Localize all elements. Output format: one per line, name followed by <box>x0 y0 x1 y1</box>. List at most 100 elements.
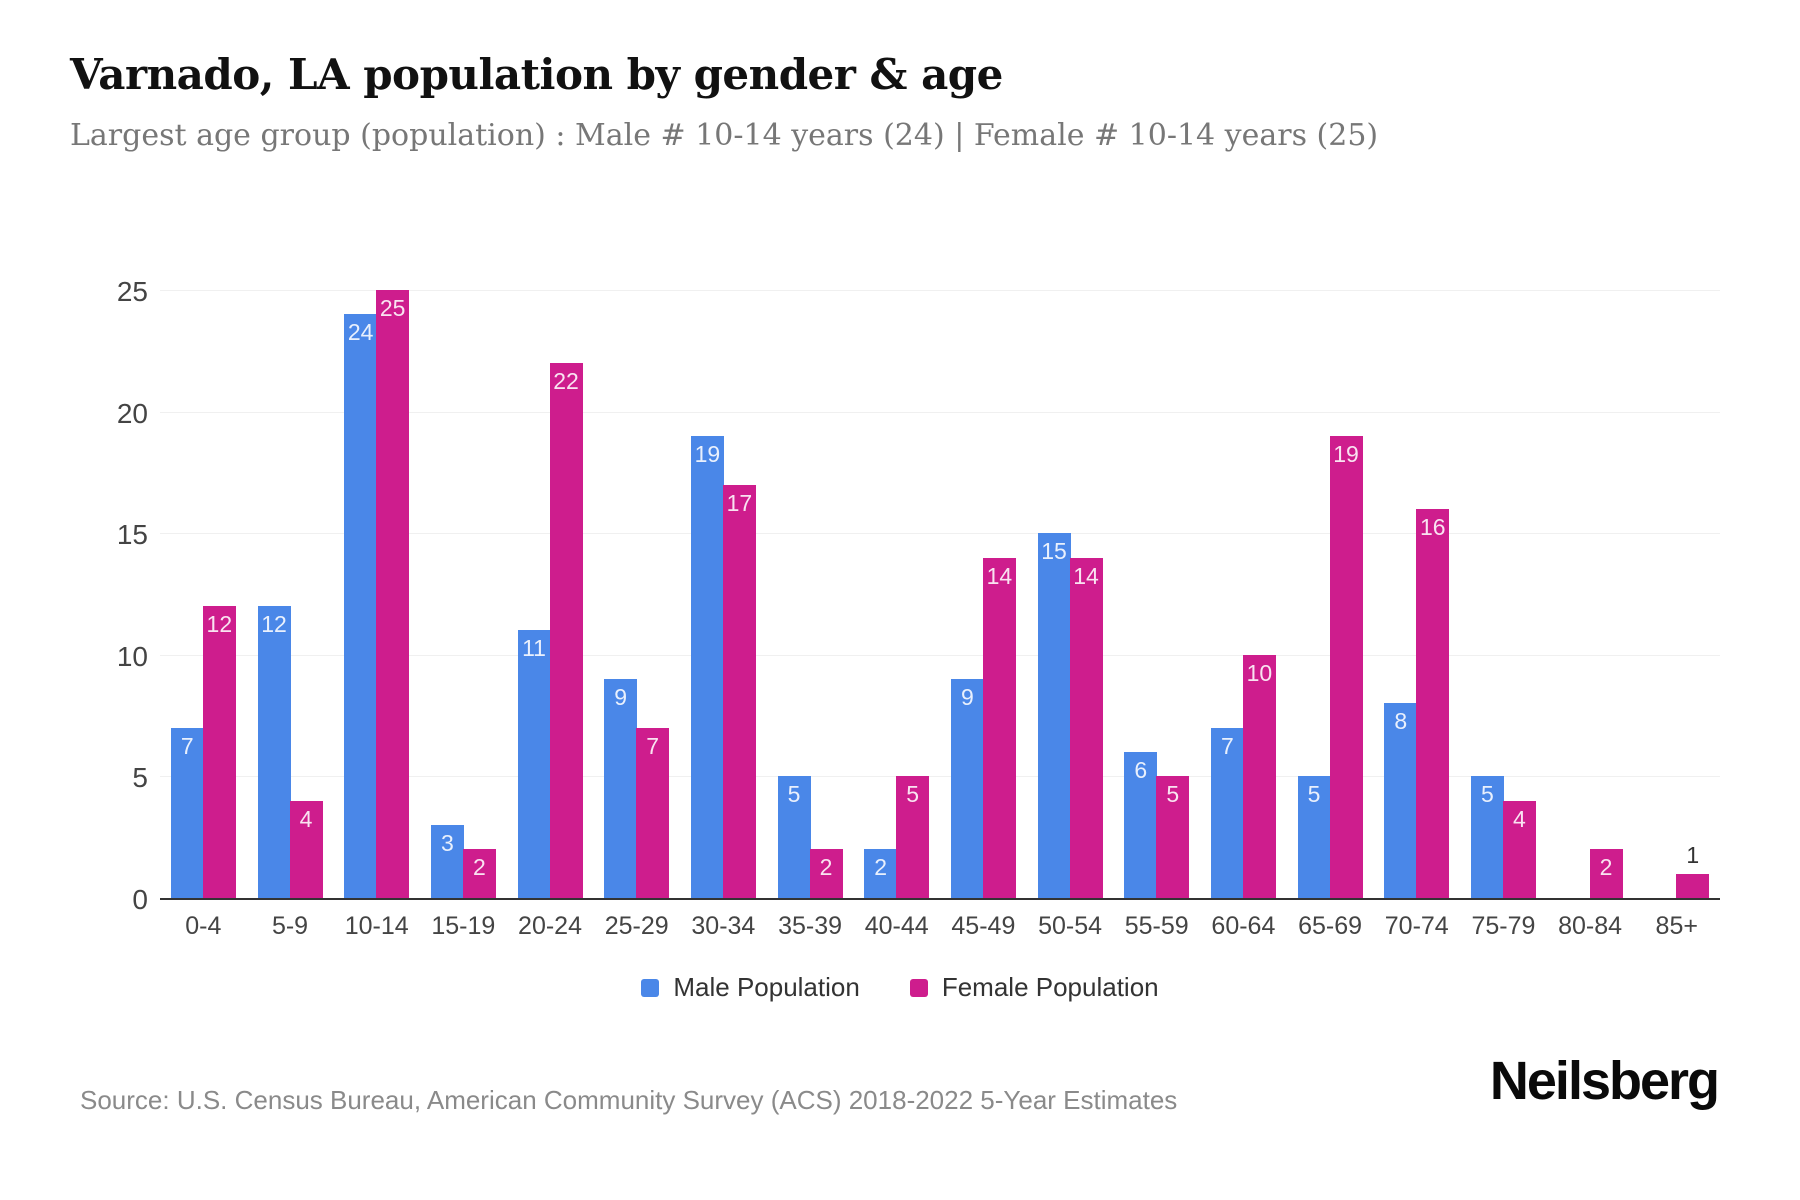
male-bar-65-69: 5 <box>1297 776 1331 898</box>
bar-value-label: 4 <box>299 805 313 832</box>
bar-group-30-34: 19 17 <box>680 292 767 898</box>
female-bar-10-14: 25 <box>376 290 410 898</box>
x-axis-tick-label: 5-9 <box>271 912 309 940</box>
male-bar-5-9: 12 <box>257 606 291 898</box>
brand-logo: Neilsberg <box>1489 1051 1720 1111</box>
x-axis-tick-label: 40-44 <box>864 912 929 940</box>
gridline <box>160 776 1720 778</box>
bar-value-label: 12 <box>206 611 233 638</box>
bar-value-label: 2 <box>1599 854 1613 881</box>
bar-value-label: 19 <box>694 440 721 467</box>
bar-value-label: 9 <box>614 684 628 711</box>
male-bar-40-44: 2 <box>864 849 898 898</box>
male-bar-0-4: 7 <box>170 727 204 898</box>
bar-group-70-74: 8 16 <box>1373 292 1460 898</box>
bar-value-label: 7 <box>1220 732 1234 759</box>
x-axis-labels: 0-4 5-9 10-14 15-19 20-24 25-29 30-34 35-39 40-4… <box>160 912 1720 941</box>
male-bar-25-29: 9 <box>604 679 638 898</box>
gridline <box>160 290 1720 291</box>
bar-group-50-54: 15 14 <box>1027 292 1114 898</box>
male-bar-30-34: 19 <box>690 435 724 898</box>
legend-item-male[interactable]: Male Population <box>641 972 860 1003</box>
y-axis-tick-label: 0 <box>132 884 148 915</box>
x-axis-tick-label: 30-34 <box>691 912 756 940</box>
y-axis-tick-label: 25 <box>116 276 148 307</box>
bar-group-10-14: 24 25 <box>333 290 420 898</box>
female-bar-60-64: 10 <box>1242 654 1276 898</box>
bar-value-label: 19 <box>1333 440 1359 467</box>
female-bar-65-69: 19 <box>1329 435 1363 898</box>
bar-value-label: 15 <box>1041 538 1067 565</box>
x-axis-tick-label: 65-69 <box>1298 912 1363 940</box>
legend-item-female[interactable]: Female Population <box>909 972 1159 1003</box>
x-axis-tick-label: 0-4 <box>185 912 222 940</box>
x-axis-tick-label: 70-74 <box>1384 912 1449 940</box>
female-bar-20-24: 22 <box>549 362 583 898</box>
male-bar-20-24: 11 <box>517 630 551 898</box>
x-axis-tick-label: 50-54 <box>1038 912 1103 940</box>
bar-group-20-24: 11 22 <box>507 292 594 898</box>
y-axis-tick-label: 10 <box>116 640 148 672</box>
female-bar-80-84: 2 <box>1589 849 1623 898</box>
male-legend-label: Male Population <box>673 972 860 1002</box>
female-bar-55-59: 5 <box>1156 776 1190 898</box>
bar-value-label: 8 <box>1394 708 1408 735</box>
bar-value-label: 4 <box>1513 805 1526 832</box>
bar-value-label: 5 <box>906 781 920 808</box>
bar-value-label: 5 <box>1481 781 1494 808</box>
bar-value-label: 12 <box>261 611 287 638</box>
x-axis-tick-label: 80-84 <box>1558 912 1623 940</box>
female-bar-75-79: 4 <box>1502 800 1536 898</box>
x-axis-tick-label: 60-64 <box>1211 912 1276 940</box>
bar-value-label: 25 <box>379 295 406 321</box>
female-bar-5-9: 4 <box>289 800 323 898</box>
plot-area: 7 12 12 4 24 25 3 2 11 22 9 7 19 17 5 2 2 5 9 14 15 14 6 5 7 10 5 1… <box>160 290 1720 900</box>
bar-value-label: 3 <box>440 830 454 857</box>
bar-group-45-49: 9 14 <box>940 292 1027 898</box>
chart-region: 0 5 10 15 20 25 7 12 12 4 24 25 3 2 11 22 9 7 19 17 5 2 2 5 9 14… <box>0 276 1800 915</box>
male-series-swatch-icon <box>641 978 660 997</box>
chart-subtitle: Largest age group (population) : Male # … <box>70 118 1379 153</box>
male-bar-55-59: 6 <box>1124 752 1158 898</box>
bar-value-label: 22 <box>553 367 579 394</box>
bar-value-label: 7 <box>180 732 194 759</box>
female-bar-85+: 1 <box>1676 842 1710 898</box>
female-bar-35-39: 2 <box>809 849 843 898</box>
x-axis-tick-label: 10-14 <box>344 912 409 940</box>
y-axis-labels: 0 5 10 15 20 25 <box>0 276 148 915</box>
bar-group-80-84: 2 <box>1547 292 1634 898</box>
bar-value-label: 11 <box>522 635 546 662</box>
male-bar-75-79: 5 <box>1470 776 1504 898</box>
x-axis-tick-label: 85+ <box>1655 912 1698 940</box>
bar-value-label: 5 <box>1307 781 1321 808</box>
chart-title: Varnado, LA population by gender & age <box>70 50 1003 99</box>
female-bar-25-29: 7 <box>636 727 670 898</box>
bar-value-label: 5 <box>1166 781 1180 808</box>
legend: Male Population Female Population <box>0 972 1800 1003</box>
x-axis-tick-label: 75-79 <box>1471 912 1536 940</box>
bar-group-65-69: 5 19 <box>1287 292 1374 898</box>
bar-value-label: 2 <box>874 854 888 881</box>
bar-value-label: 2 <box>472 854 486 881</box>
x-axis-tick-label: 25-29 <box>604 912 669 940</box>
gridline <box>160 654 1720 656</box>
x-axis-tick-label: 35-39 <box>778 912 843 940</box>
female-bar-45-49: 14 <box>982 557 1016 898</box>
bar-group-5-9: 12 4 <box>247 292 334 898</box>
bar-value-label: 9 <box>960 684 974 711</box>
bar-value-label: 2 <box>819 854 833 881</box>
male-bar-10-14: 24 <box>344 314 378 898</box>
x-axis-tick-label: 55-59 <box>1124 912 1189 940</box>
y-axis-tick-label: 20 <box>116 397 148 429</box>
source-attribution: Source: U.S. Census Bureau, American Com… <box>80 1085 1178 1115</box>
female-bar-40-44: 5 <box>896 776 930 898</box>
female-bar-0-4: 12 <box>202 606 236 898</box>
female-bar-50-54: 14 <box>1069 557 1103 898</box>
bar-value-label: 6 <box>1134 757 1148 784</box>
bar-value-label: 16 <box>1419 513 1446 540</box>
bar-value-label: 17 <box>726 489 753 516</box>
